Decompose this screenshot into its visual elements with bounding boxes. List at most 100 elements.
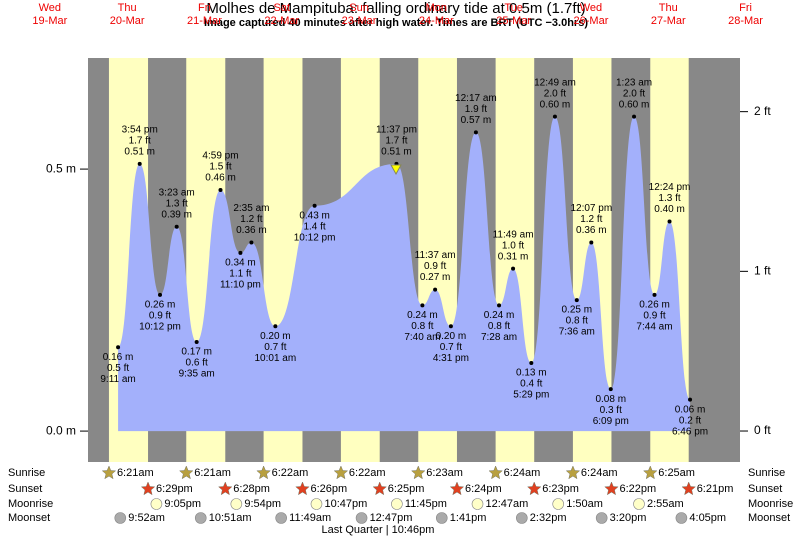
row-time: 6:25pm: [388, 483, 425, 495]
tide-point: [174, 224, 179, 229]
day-weekday: Sat: [273, 2, 290, 14]
row-label: Moonrise: [8, 498, 53, 510]
tide-label: 12:24 pm: [649, 182, 691, 193]
moonrise-icon: [552, 498, 565, 510]
tide-label: 0.57 m: [461, 115, 492, 126]
tide-label: 0.17 m: [181, 347, 212, 358]
tide-label: 3:54 pm: [122, 124, 158, 135]
day-weekday: Sun: [349, 2, 369, 14]
tide-label: 0.26 m: [639, 299, 670, 310]
tide-label: 0.60 m: [619, 99, 650, 110]
sunrise-icon: [642, 465, 658, 480]
tide-label: 3:23 am: [159, 187, 195, 198]
tide-label: 0.9 ft: [424, 261, 446, 272]
tide-label: 0.08 m: [595, 394, 626, 405]
moonrise-icon: [310, 498, 323, 510]
tide-point: [420, 303, 425, 308]
tide-point: [652, 292, 657, 297]
day-date: 26-Mar: [574, 15, 609, 27]
tide-label: 0.8 ft: [566, 316, 588, 327]
row-time: 6:21pm: [697, 483, 734, 495]
chart-title: Molhes de Mampituba: falling ordinary ti…: [206, 0, 585, 17]
row-time: 1:50am: [566, 498, 603, 510]
day-date: 24-Mar: [419, 15, 454, 27]
row-time: 6:23pm: [542, 483, 579, 495]
tide-label: 2.0 ft: [544, 88, 566, 99]
tide-label: 10:01 am: [255, 353, 297, 364]
day-weekday: Mon: [426, 2, 447, 14]
tide-point: [448, 324, 453, 329]
tide-label: 1.3 ft: [658, 193, 680, 204]
tide-label: 5:29 pm: [513, 390, 549, 401]
tide-label: 11:37 pm: [376, 124, 417, 135]
row-time: 6:24pm: [465, 483, 502, 495]
tide-label: 7:28 am: [481, 332, 517, 343]
tide-label: 9:35 am: [179, 369, 215, 380]
tide-label: 0.9 ft: [643, 310, 665, 321]
tide-point: [158, 292, 163, 297]
row-label: Sunset: [8, 483, 42, 495]
row-time: 1:41pm: [450, 512, 487, 524]
moonrise-icon: [633, 498, 645, 510]
tide-label: 1.3 ft: [166, 198, 188, 209]
tide-label: 1.4 ft: [303, 221, 325, 232]
day-weekday: Wed: [39, 2, 61, 14]
tide-label: 0.40 m: [654, 204, 685, 215]
row-time: 11:45pm: [405, 498, 447, 510]
row-time: 6:22am: [349, 467, 386, 479]
y-tick-label: 0.0 m: [46, 423, 76, 437]
day-date: 27-Mar: [651, 15, 686, 27]
sunset-icon: [372, 481, 388, 496]
sunset-icon: [140, 481, 156, 496]
tide-label: 0.20 m: [260, 331, 291, 342]
moonrise-icon: [150, 498, 163, 510]
row-time: 3:20pm: [610, 512, 647, 524]
tide-label: 12:17 am: [455, 93, 497, 104]
tide-label: 0.4 ft: [520, 379, 542, 390]
tide-label: 0.36 m: [576, 225, 607, 236]
tide-label: 10:12 pm: [139, 321, 181, 332]
tide-label: 1.9 ft: [465, 104, 487, 115]
tide-label: 0.60 m: [540, 99, 571, 110]
tide-label: 0.16 m: [103, 352, 134, 363]
tide-label: 0.7 ft: [264, 342, 286, 353]
row-label-right: Moonset: [748, 512, 790, 524]
sunrise-icon: [101, 465, 117, 480]
row-time: 6:25am: [658, 467, 695, 479]
tide-label: 0.25 m: [561, 305, 592, 316]
moonset-icon: [194, 512, 207, 524]
tide-label: 11:10 pm: [220, 280, 261, 291]
tide-label: 0.20 m: [436, 331, 467, 342]
y2-tick-label: 0 ft: [754, 423, 771, 437]
day-weekday: Tue: [504, 2, 523, 14]
tide-label: 1:23 am: [616, 77, 652, 88]
tide-label: 0.51 m: [124, 146, 155, 157]
row-time: 11:49am: [289, 512, 331, 524]
sunrise-icon: [410, 465, 426, 480]
sunrise-icon: [178, 465, 194, 480]
tide-label: 0.26 m: [145, 299, 176, 310]
moonset-icon: [114, 512, 127, 524]
tide-label: 11:49 am: [493, 229, 534, 240]
tide-label: 0.6 ft: [186, 358, 208, 369]
tide-point: [238, 250, 243, 255]
tide-label: 0.8 ft: [411, 321, 433, 332]
tide-label: 0.24 m: [407, 310, 438, 321]
row-time: 2:55am: [647, 498, 684, 510]
tide-label: 0.13 m: [516, 368, 547, 379]
tide-label: 0.31 m: [498, 251, 529, 262]
day-date: 19-Mar: [32, 15, 67, 27]
tide-label: 7:36 am: [559, 327, 595, 338]
row-time: 9:05pm: [164, 498, 201, 510]
moonset-icon: [675, 512, 688, 524]
day-date: 20-Mar: [110, 15, 145, 27]
tide-label: 0.7 ft: [440, 342, 462, 353]
tide-point: [574, 298, 579, 303]
tide-point: [194, 340, 199, 345]
sunset-icon: [681, 481, 697, 496]
tide-point: [688, 397, 693, 402]
day-date: 28-Mar: [728, 15, 763, 27]
tide-point: [632, 114, 637, 119]
tide-label: 9:11 am: [100, 374, 135, 385]
tide-label: 0.34 m: [225, 258, 256, 269]
